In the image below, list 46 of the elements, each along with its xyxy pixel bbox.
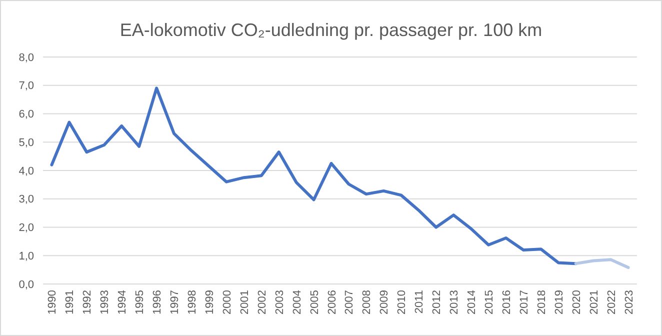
x-tick-label: 2009 (378, 290, 391, 314)
x-tick-label: 2008 (361, 290, 374, 314)
x-tick-label: 2020 (570, 290, 583, 314)
y-tick-label: 2,0 (18, 222, 34, 234)
x-tick-label: 1990 (46, 290, 59, 314)
x-tick-label: 1996 (152, 290, 164, 314)
y-tick-label: 0,0 (18, 278, 34, 291)
x-tick-label: 2016 (500, 290, 513, 314)
x-tick-label: 2006 (326, 290, 338, 314)
x-tick-label: 1994 (116, 290, 129, 314)
x-tick-label: 2012 (431, 290, 444, 314)
x-tick-label: 2004 (291, 290, 304, 314)
x-tick-label: 2007 (344, 290, 356, 314)
line-series (574, 258, 630, 270)
y-tick-label: 3,0 (18, 194, 34, 206)
y-tick-label: 8,0 (18, 52, 34, 64)
x-tick-label: 2019 (553, 290, 566, 314)
x-tick-label: 1998 (186, 290, 198, 314)
x-tick-label: 2021 (588, 290, 600, 314)
y-tick-label: 1,0 (18, 250, 34, 262)
y-tick-label: 4,0 (18, 165, 34, 178)
x-tick-label: 2011 (414, 290, 426, 314)
x-tick-label: 2010 (396, 290, 408, 314)
x-tick-label: 1991 (64, 290, 76, 314)
x-tick-label: 2003 (274, 290, 286, 314)
x-tick-label: 2005 (308, 290, 321, 314)
x-tick-label: 2017 (518, 290, 530, 314)
x-tick-label: 2015 (484, 290, 496, 314)
y-tick-label: 5,0 (18, 136, 34, 149)
x-tick-label: 2001 (238, 290, 251, 314)
x-tick-label: 2023 (623, 290, 636, 314)
y-tick-label: 7,0 (18, 80, 34, 92)
line-series (50, 86, 578, 266)
x-tick-label: 1995 (134, 290, 146, 314)
x-tick-label: 1993 (99, 290, 112, 314)
chart-title: EA-lokomotiv CO₂-udledning pr. passager pr. 100 km (120, 20, 542, 40)
x-tick-label: 2002 (256, 290, 268, 314)
x-tick-label: 1992 (82, 290, 94, 314)
x-tick-label: 2022 (606, 290, 618, 314)
x-tick-label: 2013 (448, 290, 461, 314)
x-tick-label: 1997 (169, 290, 182, 314)
x-tick-label: 2014 (466, 290, 478, 314)
y-tick-label: 6,0 (18, 108, 34, 121)
x-tick-label: 2018 (536, 290, 548, 314)
x-tick-label: 1999 (204, 290, 216, 314)
x-tick-label: 2000 (221, 290, 234, 314)
